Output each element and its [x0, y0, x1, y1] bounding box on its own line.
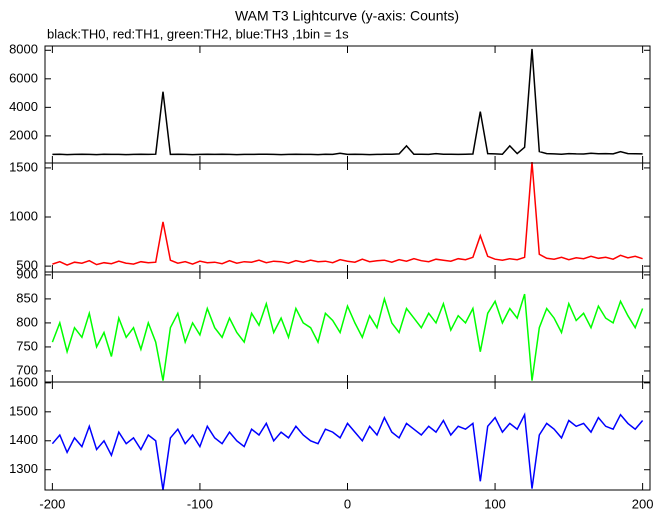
light-curve — [52, 48, 643, 156]
x-tick-label: -100 — [187, 496, 213, 511]
panel-frame — [44, 381, 651, 491]
panel-frame — [44, 45, 651, 164]
y-tick-label: 500 — [16, 258, 38, 273]
y-tick-label: 1500 — [9, 403, 38, 418]
y-tick-label: 8000 — [9, 42, 38, 57]
x-tick-label: 0 — [344, 496, 351, 511]
y-tick-label: 2000 — [9, 127, 38, 142]
light-curve — [52, 161, 643, 266]
y-tick-label: 1500 — [9, 159, 38, 174]
x-tick-label: 200 — [632, 496, 654, 511]
y-tick-label: 1600 — [9, 374, 38, 389]
chart-subtitle: black:TH0, red:TH1, green:TH2, blue:TH3 … — [47, 26, 349, 41]
x-tick-label: 100 — [484, 496, 506, 511]
y-tick-label: 4000 — [9, 99, 38, 114]
panel-frame — [44, 162, 651, 273]
y-tick-label: 850 — [16, 290, 38, 305]
y-tick-label: 6000 — [9, 70, 38, 85]
x-tick-label: -200 — [39, 496, 65, 511]
light-curve — [51, 412, 644, 491]
y-tick-label: 1300 — [9, 461, 38, 476]
y-tick-label: 750 — [16, 338, 38, 353]
y-tick-label: 1400 — [9, 432, 38, 447]
chart-title: WAM T3 Lightcurve (y-axis: Counts) — [235, 8, 459, 24]
light-curve — [51, 293, 644, 381]
y-tick-label: 1000 — [9, 208, 38, 223]
y-tick-label: 700 — [16, 362, 38, 377]
y-tick-label: 800 — [16, 314, 38, 329]
y-tick-label: 900 — [16, 266, 38, 281]
